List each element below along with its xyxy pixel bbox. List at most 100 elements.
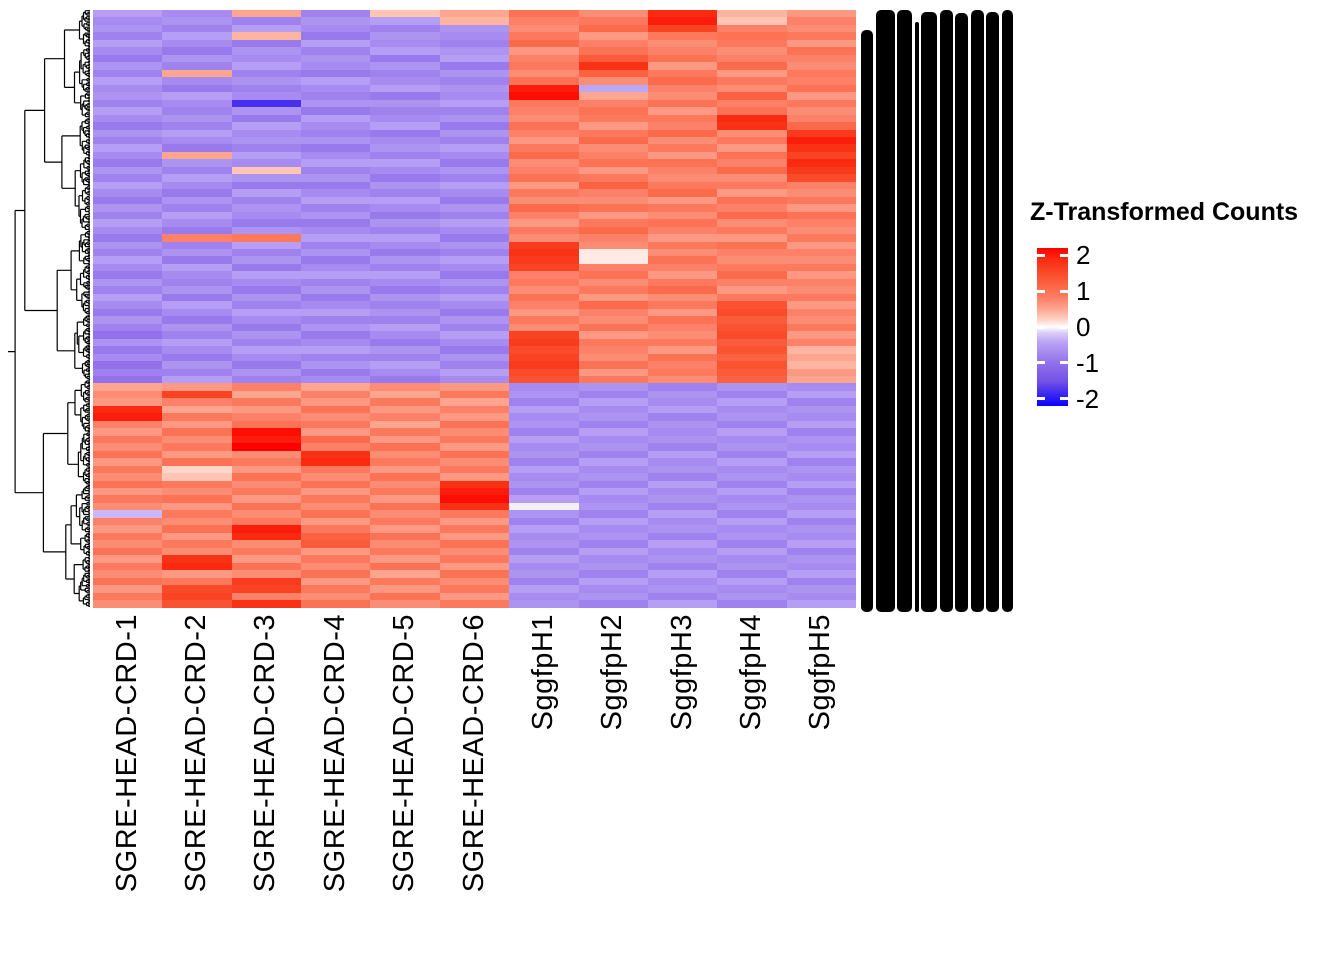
heatmap-cell [162, 211, 232, 220]
heatmap-cell [231, 562, 302, 571]
heatmap-cell [786, 32, 856, 40]
heatmap-cell [301, 107, 371, 115]
heatmap-cell [439, 24, 510, 33]
heatmap-cell [231, 450, 302, 459]
heatmap-row [93, 361, 856, 369]
heatmap-cell [231, 122, 302, 130]
heatmap-cell [231, 383, 302, 391]
heatmap-cell [509, 585, 579, 593]
heatmap-cell [786, 54, 856, 63]
heatmap-cell [370, 271, 440, 279]
heatmap-cell [301, 114, 371, 123]
heatmap-cell [578, 428, 648, 436]
heatmap-cell [786, 62, 856, 70]
heatmap-cell [509, 286, 579, 294]
heatmap-cell [786, 495, 856, 503]
heatmap-cell [717, 219, 787, 227]
heatmap-cell [717, 398, 787, 406]
heatmap-cell [786, 69, 856, 78]
heatmap-cell [578, 107, 648, 115]
heatmap-cell [301, 570, 371, 578]
heatmap-cell [786, 323, 856, 332]
heatmap-cell [578, 555, 648, 563]
heatmap-cell [717, 234, 787, 242]
heatmap-cell [162, 450, 232, 459]
heatmap-cell [301, 92, 371, 100]
heatmap-cell [162, 77, 232, 85]
heatmap-cell [93, 69, 163, 78]
heatmap-row [93, 413, 856, 421]
heatmap-row [93, 592, 856, 601]
heatmap-cell [370, 256, 440, 264]
heatmap-row [93, 226, 856, 235]
heatmap-row [93, 278, 856, 287]
heatmap-cell [231, 517, 302, 526]
heatmap-cell [370, 286, 440, 294]
heatmap-cell [509, 443, 579, 451]
heatmap-cell [786, 540, 856, 548]
heatmap-cell [647, 390, 718, 399]
legend-tick-mark [1060, 325, 1070, 329]
heatmap-cell [162, 234, 232, 242]
heatmap-row [93, 435, 856, 444]
heatmap-cell [93, 323, 163, 332]
heatmap-cell [509, 525, 579, 533]
heatmap-cell [786, 600, 856, 608]
heatmap-cell [231, 420, 302, 429]
heatmap-cell [647, 517, 718, 526]
heatmap-row [93, 405, 856, 414]
heatmap-cell [509, 234, 579, 242]
heatmap-cell [93, 114, 163, 123]
heatmap-cell [717, 24, 787, 33]
heatmap-cell [231, 234, 302, 242]
row-label-bar [875, 10, 895, 612]
heatmap-cell [786, 331, 856, 339]
heatmap-cell [509, 77, 579, 85]
heatmap-cell [439, 390, 510, 399]
heatmap-cell [786, 413, 856, 421]
heatmap-cell [162, 249, 232, 257]
heatmap-cell [439, 510, 510, 518]
heatmap-cell [301, 17, 371, 25]
heatmap-cell [717, 458, 787, 466]
heatmap-cell [786, 435, 856, 444]
heatmap-cell [786, 420, 856, 429]
heatmap-cell [647, 398, 718, 406]
heatmap-cell [301, 219, 371, 227]
heatmap-cell [370, 600, 440, 608]
heatmap-cell [93, 159, 163, 167]
heatmap-cell [231, 488, 302, 496]
heatmap-cell [93, 555, 163, 563]
heatmap-cell [509, 562, 579, 571]
heatmap-cell [647, 159, 718, 167]
heatmap-cell [93, 562, 163, 571]
heatmap-cell [370, 10, 440, 18]
heatmap-cell [439, 375, 510, 384]
heatmap-row [93, 219, 856, 227]
heatmap-cell [301, 540, 371, 548]
heatmap-cell [717, 211, 787, 220]
heatmap-cell [301, 271, 371, 279]
heatmap-cell [509, 10, 579, 18]
heatmap-cell [301, 585, 371, 593]
heatmap-cell [509, 263, 579, 272]
heatmap-cell [301, 495, 371, 503]
heatmap-cell [301, 405, 371, 414]
heatmap-cell [370, 353, 440, 362]
heatmap-cell [717, 450, 787, 459]
heatmap-cell [93, 585, 163, 593]
heatmap-row [93, 502, 856, 511]
heatmap-cell [93, 331, 163, 339]
heatmap-cell [647, 286, 718, 294]
heatmap-cell [370, 107, 440, 115]
heatmap-cell [647, 151, 718, 160]
heatmap-cell [578, 346, 648, 354]
heatmap-cell [647, 99, 718, 108]
column-label: SggfpH5 [804, 614, 836, 735]
heatmap-cell [301, 473, 371, 481]
heatmap-cell [647, 338, 718, 347]
column-label: SGRE-HEAD-CRD-6 [458, 614, 490, 897]
heatmap-cell [786, 293, 856, 302]
heatmap-cell [93, 525, 163, 533]
heatmap-cell [786, 577, 856, 586]
